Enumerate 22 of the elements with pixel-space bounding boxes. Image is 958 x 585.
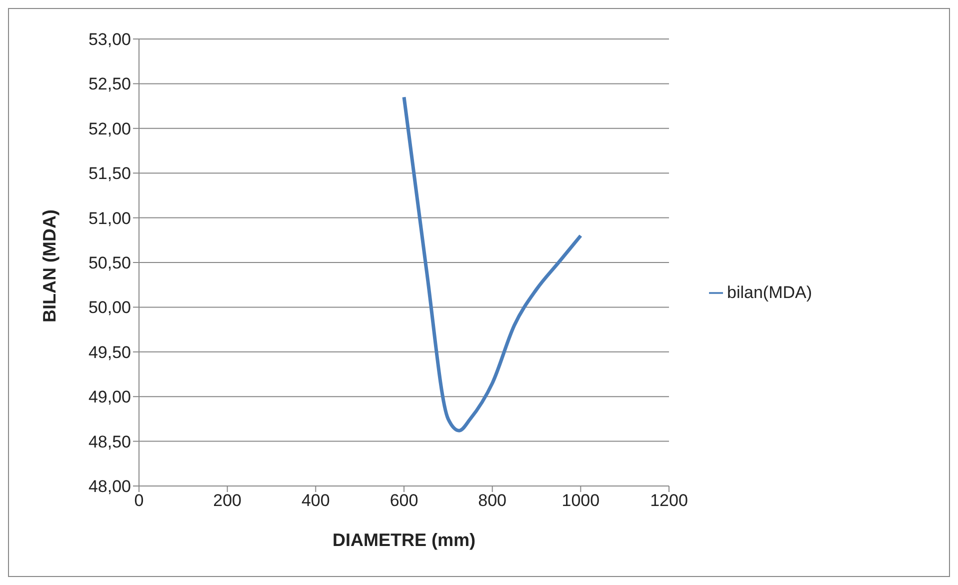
x-tick-label: 200: [213, 491, 242, 510]
y-tick-label: 52,50: [88, 74, 131, 94]
x-tick-label: 400: [301, 491, 330, 510]
y-tick-label: 50,50: [88, 254, 131, 273]
x-tick-label: 800: [478, 491, 507, 510]
x-axis-title: DIAMETRE (mm): [332, 530, 476, 550]
y-tick-label: 49,00: [88, 388, 131, 407]
y-axis-title: BILAN (MDA): [39, 210, 60, 322]
y-tick-label: 49,50: [88, 342, 131, 362]
y-tick-label: 52,00: [88, 119, 131, 138]
x-tick-label: 600: [390, 491, 418, 510]
y-tick-label: 51,50: [88, 164, 131, 184]
x-tick-label: 1200: [650, 491, 688, 510]
x-tick-label: 1000: [562, 491, 600, 510]
y-tick-label: 53,00: [88, 30, 131, 50]
y-tick-label: 51,00: [88, 208, 131, 228]
legend-label: bilan(MDA): [727, 282, 812, 302]
y-tick-label: 48,50: [88, 432, 131, 452]
line-series: [402, 95, 582, 432]
y-tick-label: 50,00: [88, 298, 131, 318]
x-tick-label: 0: [134, 491, 144, 510]
y-tick-label: 48,00: [88, 477, 131, 496]
